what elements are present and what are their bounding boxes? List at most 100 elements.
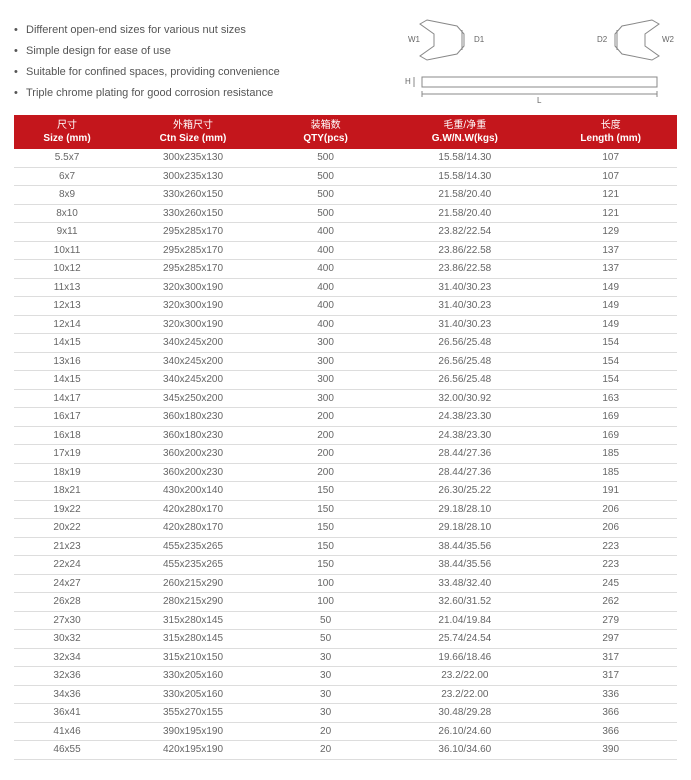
table-cell: 28.44/27.36 <box>385 445 544 464</box>
col-header: 毛重/净重G.W/N.W(kgs) <box>385 115 544 149</box>
table-cell: 15.58/14.30 <box>385 149 544 167</box>
table-cell: 14x15 <box>14 371 120 390</box>
table-cell: 107 <box>544 149 677 167</box>
table-cell: 200 <box>266 408 385 427</box>
table-row: 14x17345x250x20030032.00/30.92163 <box>14 389 677 408</box>
table-cell: 32x34 <box>14 648 120 667</box>
col-header-cn: 外箱尺寸 <box>122 119 264 132</box>
table-cell: 29.18/28.10 <box>385 500 544 519</box>
table-cell: 26x28 <box>14 593 120 612</box>
col-header-en: G.W/N.W(kgs) <box>387 132 542 145</box>
spec-table: 尺寸Size (mm)外箱尺寸Ctn Size (mm)装箱数QTY(pcs)毛… <box>14 115 677 760</box>
table-cell: 340x245x200 <box>120 352 266 371</box>
feature-item: Different open-end sizes for various nut… <box>14 20 402 41</box>
table-row: 18x19360x200x23020028.44/27.36185 <box>14 463 677 482</box>
table-cell: 320x300x190 <box>120 297 266 316</box>
table-cell: 23.2/22.00 <box>385 685 544 704</box>
table-cell: 19x22 <box>14 500 120 519</box>
table-cell: 27x30 <box>14 611 120 630</box>
table-row: 27x30315x280x1455021.04/19.84279 <box>14 611 677 630</box>
table-cell: 10x12 <box>14 260 120 279</box>
table-cell: 32x36 <box>14 667 120 686</box>
table-cell: 315x210x150 <box>120 648 266 667</box>
col-header: 尺寸Size (mm) <box>14 115 120 149</box>
table-cell: 14x17 <box>14 389 120 408</box>
table-cell: 18x19 <box>14 463 120 482</box>
table-cell: 25.74/24.54 <box>385 630 544 649</box>
col-header: 长度Length (mm) <box>544 115 677 149</box>
table-cell: 150 <box>266 556 385 575</box>
top-row: Different open-end sizes for various nut… <box>14 12 677 107</box>
table-cell: 6x7 <box>14 167 120 186</box>
table-cell: 169 <box>544 426 677 445</box>
table-cell: 22x24 <box>14 556 120 575</box>
table-row: 32x34315x210x1503019.66/18.46317 <box>14 648 677 667</box>
wrench-diagram: W1 W2 D1 D2 H L <box>402 12 677 107</box>
table-cell: 420x280x170 <box>120 519 266 538</box>
table-cell: 21.58/20.40 <box>385 204 544 223</box>
table-cell: 206 <box>544 519 677 538</box>
table-cell: 300 <box>266 371 385 390</box>
table-cell: 36x41 <box>14 704 120 723</box>
table-cell: 330x260x150 <box>120 186 266 205</box>
table-cell: 31.40/30.23 <box>385 278 544 297</box>
table-cell: 163 <box>544 389 677 408</box>
table-cell: 200 <box>266 445 385 464</box>
table-cell: 340x245x200 <box>120 371 266 390</box>
table-row: 20x22420x280x17015029.18/28.10206 <box>14 519 677 538</box>
table-cell: 340x245x200 <box>120 334 266 353</box>
table-cell: 360x180x230 <box>120 408 266 427</box>
table-header: 尺寸Size (mm)外箱尺寸Ctn Size (mm)装箱数QTY(pcs)毛… <box>14 115 677 149</box>
table-cell: 315x280x145 <box>120 630 266 649</box>
table-cell: 32.00/30.92 <box>385 389 544 408</box>
table-cell: 46x55 <box>14 741 120 760</box>
table-cell: 295x285x170 <box>120 223 266 242</box>
table-cell: 500 <box>266 204 385 223</box>
feature-list: Different open-end sizes for various nut… <box>14 12 402 104</box>
table-cell: 29.18/28.10 <box>385 519 544 538</box>
table-cell: 262 <box>544 593 677 612</box>
table-row: 32x36330x205x1603023.2/22.00317 <box>14 667 677 686</box>
label-l: L <box>537 96 542 105</box>
table-cell: 137 <box>544 260 677 279</box>
col-header-cn: 毛重/净重 <box>387 119 542 132</box>
table-cell: 100 <box>266 574 385 593</box>
table-cell: 390 <box>544 741 677 760</box>
table-cell: 10x11 <box>14 241 120 260</box>
table-cell: 297 <box>544 630 677 649</box>
table-cell: 12x14 <box>14 315 120 334</box>
table-cell: 200 <box>266 463 385 482</box>
table-row: 9x11295x285x17040023.82/22.54129 <box>14 223 677 242</box>
table-row: 8x10330x260x15050021.58/20.40121 <box>14 204 677 223</box>
table-cell: 300 <box>266 389 385 408</box>
table-cell: 50 <box>266 630 385 649</box>
table-row: 17x19360x200x23020028.44/27.36185 <box>14 445 677 464</box>
table-cell: 300 <box>266 352 385 371</box>
table-row: 10x11295x285x17040023.86/22.58137 <box>14 241 677 260</box>
table-cell: 336 <box>544 685 677 704</box>
table-cell: 31.40/30.23 <box>385 315 544 334</box>
table-cell: 26.30/25.22 <box>385 482 544 501</box>
table-cell: 26.56/25.48 <box>385 371 544 390</box>
feature-item: Suitable for confined spaces, providing … <box>14 62 402 83</box>
table-row: 8x9330x260x15050021.58/20.40121 <box>14 186 677 205</box>
table-cell: 245 <box>544 574 677 593</box>
table-cell: 23.86/22.58 <box>385 260 544 279</box>
table-cell: 15.58/14.30 <box>385 167 544 186</box>
table-row: 16x18360x180x23020024.38/23.30169 <box>14 426 677 445</box>
table-cell: 11x13 <box>14 278 120 297</box>
table-cell: 121 <box>544 204 677 223</box>
table-row: 18x21430x200x14015026.30/25.22191 <box>14 482 677 501</box>
table-row: 11x13320x300x19040031.40/30.23149 <box>14 278 677 297</box>
col-header: 外箱尺寸Ctn Size (mm) <box>120 115 266 149</box>
table-cell: 206 <box>544 500 677 519</box>
table-cell: 30 <box>266 648 385 667</box>
col-header: 装箱数QTY(pcs) <box>266 115 385 149</box>
table-cell: 500 <box>266 149 385 167</box>
table-row: 12x14320x300x19040031.40/30.23149 <box>14 315 677 334</box>
table-cell: 191 <box>544 482 677 501</box>
table-cell: 154 <box>544 352 677 371</box>
label-d2: D2 <box>597 35 608 44</box>
table-row: 13x16340x245x20030026.56/25.48154 <box>14 352 677 371</box>
table-row: 14x15340x245x20030026.56/25.48154 <box>14 371 677 390</box>
